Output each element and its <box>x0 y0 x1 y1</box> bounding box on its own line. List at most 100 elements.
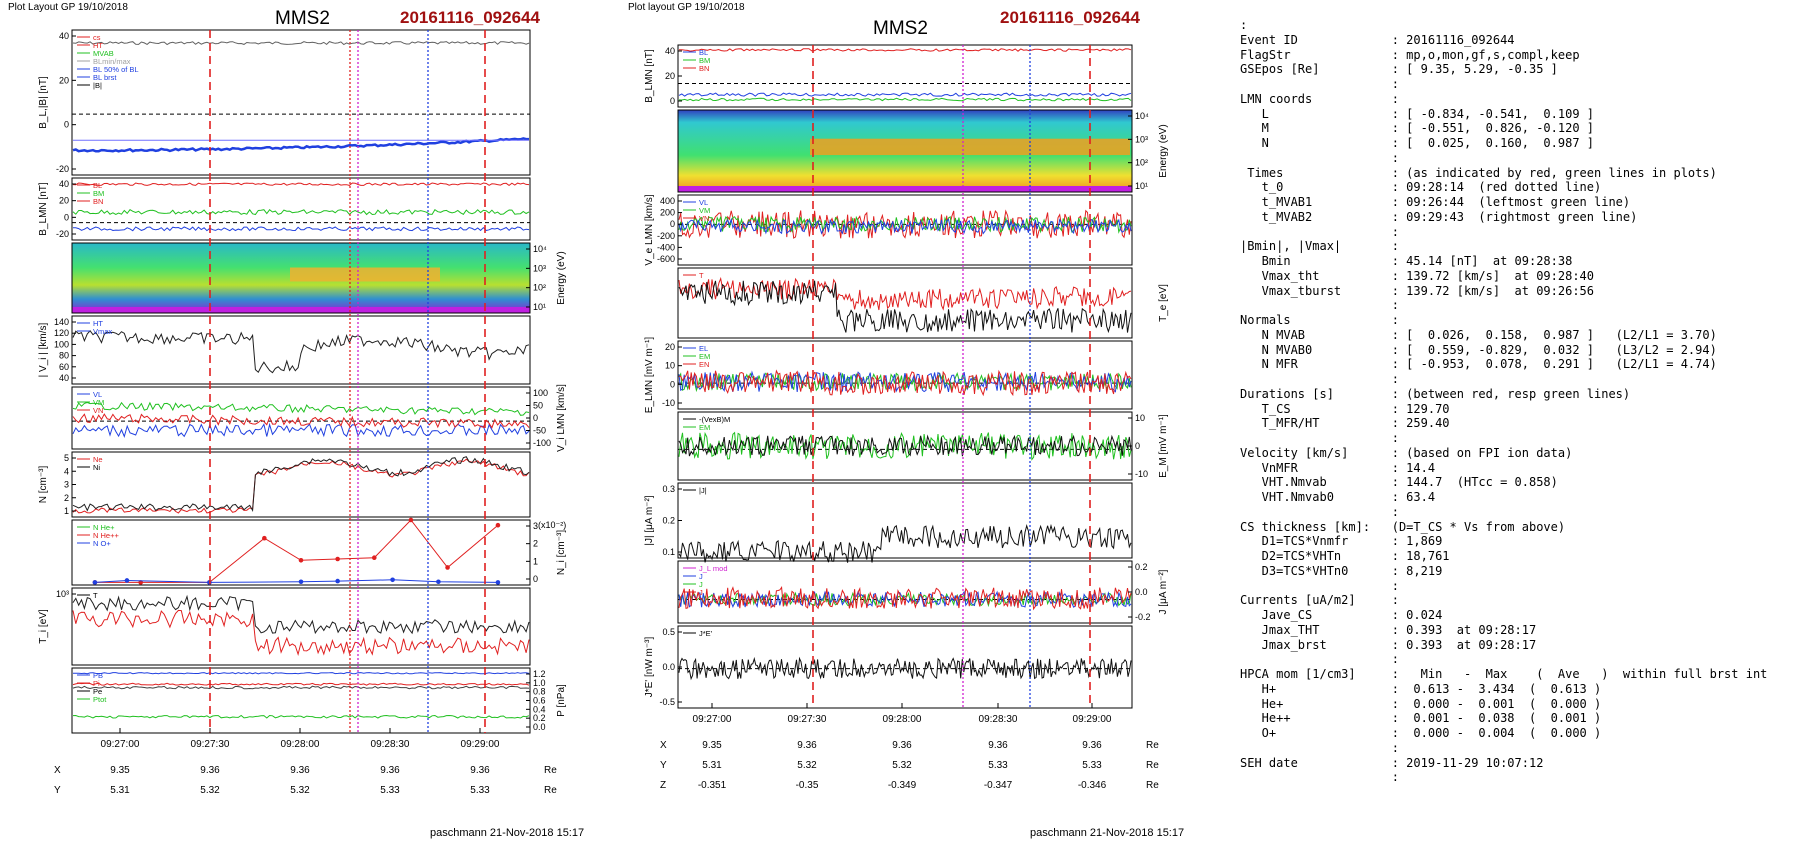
ytick-right-label: 10³ <box>1135 134 1148 144</box>
summary-line: FlagStr : mp,o,mon,gf,s,compl,keep <box>1240 47 1580 62</box>
ytick-label: 1 <box>64 506 69 516</box>
summary-line: Normals : <box>1240 313 1399 327</box>
ytick-label: -400 <box>657 242 675 252</box>
ephem-value: 9.36 <box>200 765 220 776</box>
ephem-value: 5.33 <box>1082 760 1102 771</box>
panel-frame <box>677 340 1133 410</box>
ephem-label: Y <box>54 785 61 796</box>
marker-point <box>124 578 130 583</box>
unit-note: (x10⁻²) <box>538 520 566 530</box>
left-plot-layout-label: Plot Layout GP 19/10/2018 <box>8 2 128 13</box>
ephem-value: 5.31 <box>110 785 130 796</box>
summary-line: Jmax_THT : 0.393 at 09:28:17 <box>1240 622 1537 637</box>
trace-2 <box>678 585 1132 611</box>
ytick-right-label: 2 <box>533 539 538 549</box>
summary-line: : <box>1240 372 1399 386</box>
ytick-right-label: 10³ <box>533 263 546 273</box>
legend-entry: MVAB <box>93 49 114 58</box>
marker-point <box>445 565 450 570</box>
ytick-label: -20 <box>56 164 69 174</box>
middle-footer: paschmann 21-Nov-2018 15:17 <box>1030 827 1185 839</box>
ytick-label: 140 <box>54 317 69 327</box>
ylabel: B_L,|B| [nT] <box>38 76 49 129</box>
ytick-right-label: 0 <box>1135 441 1140 451</box>
trace-3 <box>72 714 530 719</box>
ytick-right-label: 10² <box>533 283 546 293</box>
panel-7: 3 2 1 0 N_i [cm⁻³](x10⁻²) N He+N He++N O+ <box>71 517 567 586</box>
legend-entry: BL <box>93 181 102 190</box>
trace-1 <box>72 682 530 686</box>
summary-line: : <box>1240 740 1399 755</box>
summary-line: Jave_CS : 0.024 <box>1240 608 1443 622</box>
legend-entry: T <box>93 591 98 600</box>
ephem-value: -0.347 <box>984 780 1013 791</box>
legend-entry: N He++ <box>93 531 119 540</box>
summary-line: Vmax_tht : 139.72 [km/s] at 09:28:40 <box>1240 268 1595 283</box>
ylabel: T_i [eV] <box>38 609 49 644</box>
summary-line: D2=TCS*VHTn : 18,761 <box>1240 549 1450 563</box>
panel-8: 10³ T_i [eV] T <box>38 587 531 666</box>
ylabel: V_e LMN [km/s] <box>644 194 655 265</box>
ytick-label: 10 <box>665 361 675 371</box>
ytick-label: 120 <box>54 328 69 338</box>
legend-entry: -(VexB)M <box>699 415 730 424</box>
xtick-label: 09:28:30 <box>371 739 410 750</box>
panel-9: 0.5 0.0 -0.5 J*E' [nW m⁻³] J*E' <box>644 625 1133 709</box>
marker-point <box>408 517 414 523</box>
summary-line: N MFR : [ -0.953, 0.078, 0.291 ] (L2/L1 … <box>1240 357 1717 372</box>
legend-entry: Ne <box>93 455 103 464</box>
marker-point <box>335 556 340 562</box>
panel-frame <box>71 587 531 666</box>
ephem-value: 5.33 <box>988 760 1008 771</box>
summary-line: N MVAB : [ 0.026, 0.158, 0.987 ] (L2/L1 … <box>1240 327 1717 342</box>
ephem-unit: Re <box>1146 760 1159 771</box>
legend-entry: BN <box>699 64 709 73</box>
summary-line: HPCA mom [1/cm3] : Min - Max ( Ave ) wit… <box>1240 667 1768 681</box>
ytick-right-label: -100 <box>533 438 551 448</box>
ytick-label: 0 <box>670 96 675 106</box>
trace-2 <box>678 217 1132 235</box>
summary-line: Velocity [km/s] : (based on FPI ion data… <box>1240 445 1573 460</box>
summary-line: He+ : 0.000 - 0.001 ( 0.000 ) <box>1240 696 1602 711</box>
left-spacecraft-title: MMS2 <box>275 8 330 29</box>
trace-1 <box>72 594 530 635</box>
ytick-label: -200 <box>657 231 675 241</box>
ytick-label: 10³ <box>56 589 69 599</box>
spectrogram-band <box>810 138 1130 156</box>
ytick-label: 20 <box>665 71 675 81</box>
marker-point <box>298 558 304 563</box>
ytick-right-label: 1.2 <box>533 669 546 679</box>
panel-frame <box>677 560 1133 624</box>
ytick-label: 5 <box>64 453 69 463</box>
summary-line: t_MVAB1 : 09:26:44 (leftmost green line) <box>1240 195 1631 209</box>
xtick-label: 09:27:00 <box>693 714 732 725</box>
ephem-unit: Re <box>544 765 557 776</box>
ytick-label: -20 <box>56 229 69 239</box>
ytick-right-label: 0 <box>533 413 538 423</box>
trace-0 <box>72 609 530 656</box>
summary-line: He++ : 0.001 - 0.038 ( 0.001 ) <box>1240 711 1602 726</box>
summary-line: Durations [s] : (between red, resp green… <box>1240 386 1631 401</box>
summary-line: Vmax_tburst : 139.72 [km/s] at 09:26:56 <box>1240 283 1595 298</box>
legend-entry: VM <box>93 398 104 407</box>
trace-1 <box>678 92 1132 97</box>
marker-point <box>335 578 340 584</box>
legend-entry: J <box>699 572 703 581</box>
ytick-label: 0 <box>670 219 675 229</box>
summary-line: T_CS : 129.70 <box>1240 401 1450 416</box>
legend-entry: BM <box>699 56 710 65</box>
ytick-label: 60 <box>59 362 69 372</box>
xtick-label: 09:28:00 <box>281 739 320 750</box>
trace-0 <box>73 672 530 675</box>
trace-2 <box>72 685 530 690</box>
legend-entry: BL brst <box>93 73 117 82</box>
summary-line: GSEpos [Re] : [ 9.35, 5.29, -0.35 ] <box>1240 62 1558 77</box>
marker-point <box>298 579 304 585</box>
legend-entry: HT <box>93 319 103 328</box>
trace-2 <box>72 413 530 429</box>
ytick-label: 20 <box>665 342 675 352</box>
summary-line: SEH date : 2019-11-29 10:07:12 <box>1240 755 1544 770</box>
